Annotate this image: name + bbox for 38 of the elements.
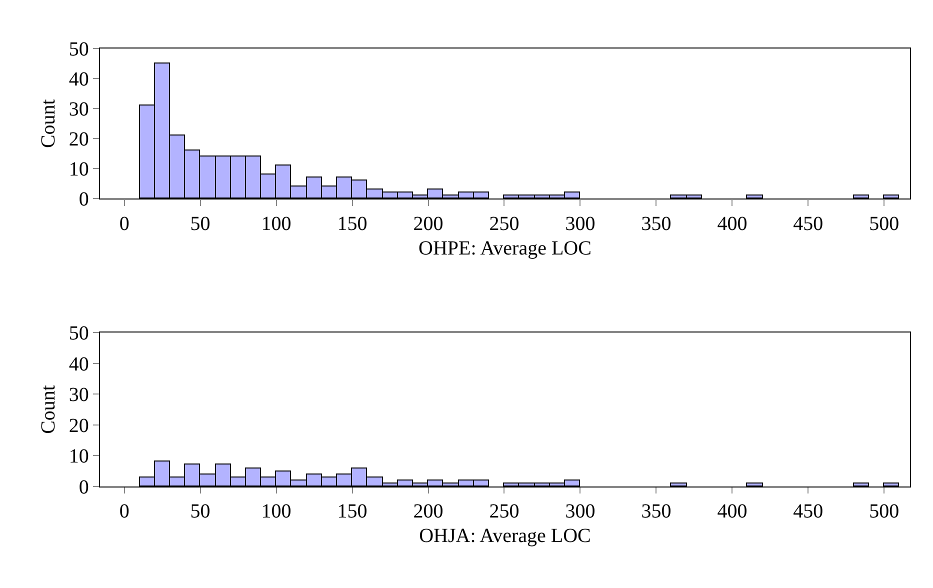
y-tick-label: 0 [78, 476, 89, 498]
y-tick-label: 10 [68, 158, 89, 181]
x-axis-title: OHPE: Average LOC [418, 237, 592, 260]
y-axis-title: Count [37, 384, 60, 434]
x-tick-label: 350 [641, 212, 672, 235]
x-tick-label: 200 [413, 500, 444, 523]
y-tick-label: 30 [68, 98, 89, 121]
x-tick-label: 300 [565, 500, 596, 523]
x-tick-label: 300 [565, 212, 596, 235]
x-axis-title: OHJA: Average LOC [419, 525, 591, 548]
x-tick-label: 450 [793, 500, 824, 523]
y-axis-title: Count [37, 98, 60, 148]
y-tick-label: 50 [68, 38, 89, 61]
y-tick-label: 30 [68, 384, 89, 406]
x-tick-label: 500 [869, 212, 900, 235]
y-tick-label: 40 [68, 353, 89, 376]
x-tick-label: 150 [337, 500, 368, 523]
y-tick-label: 40 [68, 68, 89, 91]
y-tick-label: 0 [78, 188, 89, 211]
x-tick-label: 150 [337, 212, 368, 235]
x-tick-label: 350 [641, 500, 672, 523]
x-tick-label: 100 [261, 212, 292, 235]
x-tick-label: 250 [489, 500, 520, 523]
x-tick-label: 0 [119, 212, 130, 235]
x-tick-label: 100 [261, 500, 292, 523]
x-tick-label: 400 [717, 212, 748, 235]
y-tick-label: 20 [68, 414, 89, 437]
x-tick-label: 400 [717, 500, 748, 523]
x-tick-label: 450 [793, 212, 824, 235]
x-tick-label: 50 [190, 500, 210, 523]
x-tick-label: 250 [489, 212, 520, 235]
x-tick-label: 500 [869, 500, 900, 523]
x-tick-label: 200 [413, 212, 444, 235]
x-tick-label: 0 [119, 500, 130, 523]
y-tick-label: 20 [68, 128, 89, 151]
x-tick-label: 50 [190, 212, 210, 235]
y-tick-label: 10 [68, 446, 89, 468]
y-tick-label: 50 [68, 322, 89, 344]
